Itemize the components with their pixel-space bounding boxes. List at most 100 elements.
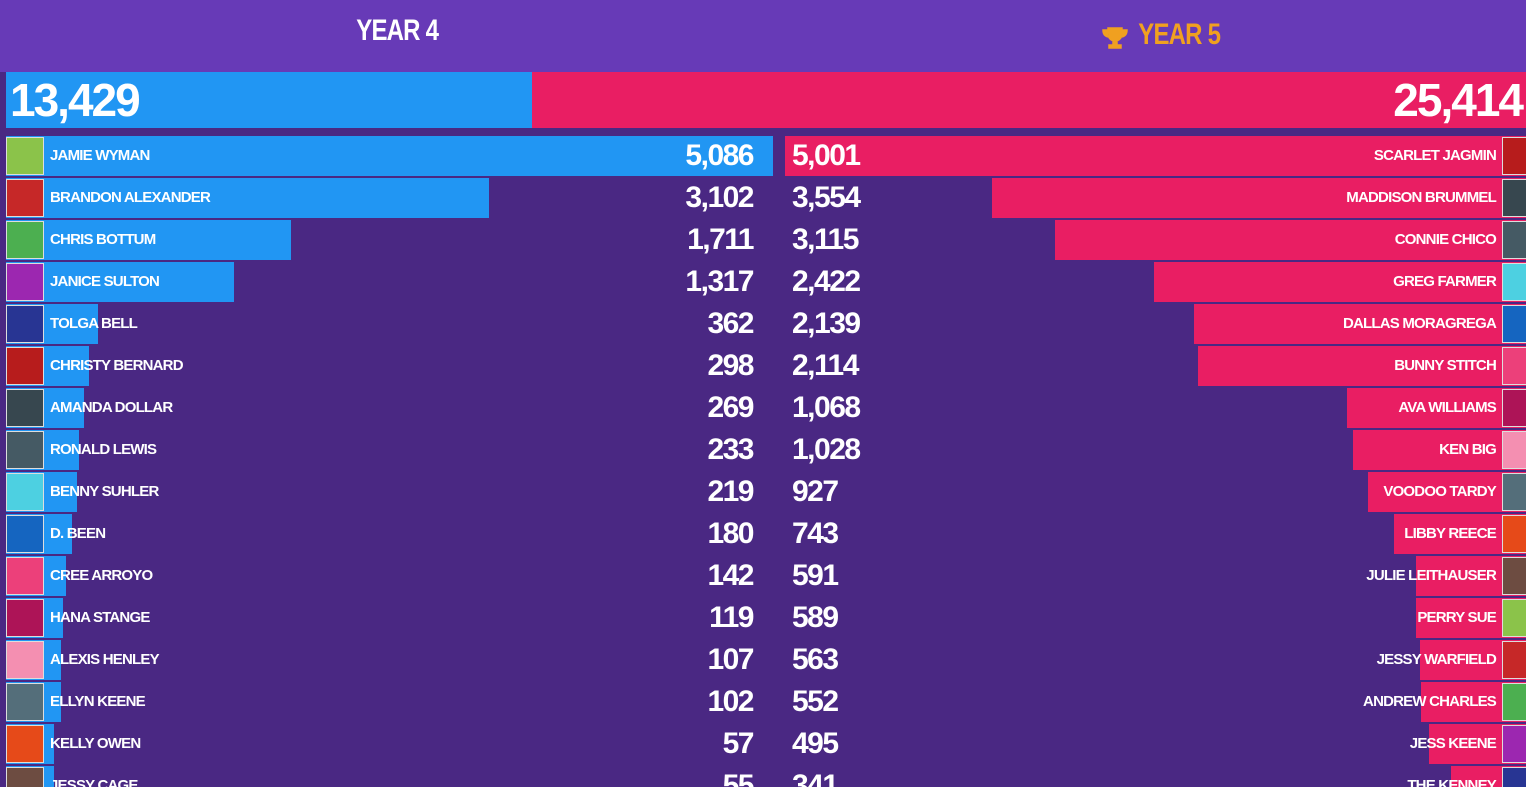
avatar [1502, 683, 1526, 721]
bar-right [992, 178, 1526, 218]
score: 563 [792, 643, 839, 676]
player-name: TOLGA BELL [50, 315, 138, 332]
total-right: 25,414 [1393, 74, 1524, 126]
avatar [1502, 767, 1526, 787]
score: 233 [707, 433, 754, 466]
avatar [1502, 347, 1526, 385]
bar-right [1347, 388, 1526, 428]
avatar [6, 305, 44, 343]
avatar [6, 137, 44, 175]
player-name: CONNIE CHICO [1394, 231, 1497, 248]
player-name: ALEXIS HENLEY [50, 651, 160, 668]
bar-right [1194, 304, 1526, 344]
score: 219 [707, 475, 754, 508]
avatar [6, 641, 44, 679]
bar-right [1153, 262, 1526, 302]
score: 495 [792, 727, 839, 760]
player-name: ELLYN KEENE [50, 693, 146, 710]
bar-right [785, 136, 1526, 176]
score: 3,115 [792, 223, 859, 256]
player-name: KEN BIG [1439, 441, 1497, 458]
avatar [1502, 599, 1526, 637]
left-title: YEAR 4 [356, 14, 439, 47]
player-name: VOODOO TARDY [1383, 483, 1496, 500]
player-name: JESSY CAGE [50, 777, 138, 787]
avatar [1502, 305, 1526, 343]
score: 180 [707, 517, 754, 550]
avatar [1502, 263, 1526, 301]
avatar [6, 179, 44, 217]
player-name: GREG FARMER [1393, 273, 1497, 290]
score: 1,317 [685, 265, 754, 298]
score: 3,554 [792, 181, 861, 214]
player-name: AMANDA DOLLAR [50, 399, 173, 416]
avatar [1502, 179, 1526, 217]
bar-left [6, 262, 235, 302]
player-name: JESSY WARFIELD [1376, 651, 1497, 668]
player-name: MADDISON BRUMMEL [1346, 189, 1497, 206]
avatar [6, 599, 44, 637]
avatar [6, 725, 44, 763]
score: 2,139 [792, 307, 861, 340]
player-name: BRANDON ALEXANDER [50, 189, 211, 206]
avatar [6, 767, 44, 787]
avatar [1502, 431, 1526, 469]
avatar [6, 683, 44, 721]
player-name: BUNNY STITCH [1394, 357, 1497, 374]
avatar [6, 431, 44, 469]
player-name: LIBBY REECE [1404, 525, 1497, 542]
player-name: JESS KEENE [1409, 735, 1497, 752]
score: 102 [707, 685, 754, 718]
score: 2,422 [792, 265, 861, 298]
player-name: SCARLET JAGMIN [1373, 147, 1497, 164]
right-title: YEAR 5 [1138, 18, 1221, 51]
player-name: CHRISTY BERNARD [50, 357, 184, 374]
player-name: CHRIS BOTTUM [50, 231, 156, 248]
avatar [1502, 641, 1526, 679]
avatar [1502, 473, 1526, 511]
score: 269 [707, 391, 754, 424]
player-name: JULIE LEITHAUSER [1366, 567, 1497, 584]
trophy-icon [1102, 27, 1128, 49]
player-name: THE KENNEY [1407, 777, 1496, 787]
avatar [1502, 389, 1526, 427]
avatar [6, 263, 44, 301]
score: 927 [792, 475, 839, 508]
player-name: ANDREW CHARLES [1363, 693, 1497, 710]
avatar [6, 389, 44, 427]
avatar [1502, 137, 1526, 175]
player-name: HANA STANGE [50, 609, 150, 626]
bar-right [1197, 346, 1526, 386]
score: 743 [792, 517, 839, 550]
score: 5,001 [792, 139, 861, 172]
player-name: BENNY SUHLER [50, 483, 159, 500]
score: 341 [792, 769, 839, 787]
avatar [1502, 515, 1526, 553]
score: 57 [722, 727, 755, 760]
player-name: KELLY OWEN [50, 735, 141, 752]
avatar [6, 515, 44, 553]
bar-right [1353, 430, 1526, 470]
score: 142 [707, 559, 754, 592]
score: 591 [792, 559, 839, 592]
player-name: RONALD LEWIS [50, 441, 157, 458]
bar-left [6, 220, 291, 260]
avatar [1502, 221, 1526, 259]
player-name: DALLAS MORAGREGA [1342, 315, 1497, 332]
avatar [6, 221, 44, 259]
score: 1,068 [792, 391, 861, 424]
score: 119 [709, 601, 754, 634]
bar-left [6, 136, 773, 176]
total-bar-left [6, 72, 532, 128]
header: YEAR 4 YEAR 5 [0, 0, 1526, 72]
bar-left [6, 178, 490, 218]
score: 107 [707, 643, 754, 676]
score: 5,086 [685, 139, 754, 172]
score: 298 [707, 349, 754, 382]
total-left: 13,429 [10, 74, 141, 126]
avatar [6, 557, 44, 595]
score: 589 [792, 601, 839, 634]
score: 55 [722, 769, 755, 787]
bar-right [1367, 472, 1526, 512]
